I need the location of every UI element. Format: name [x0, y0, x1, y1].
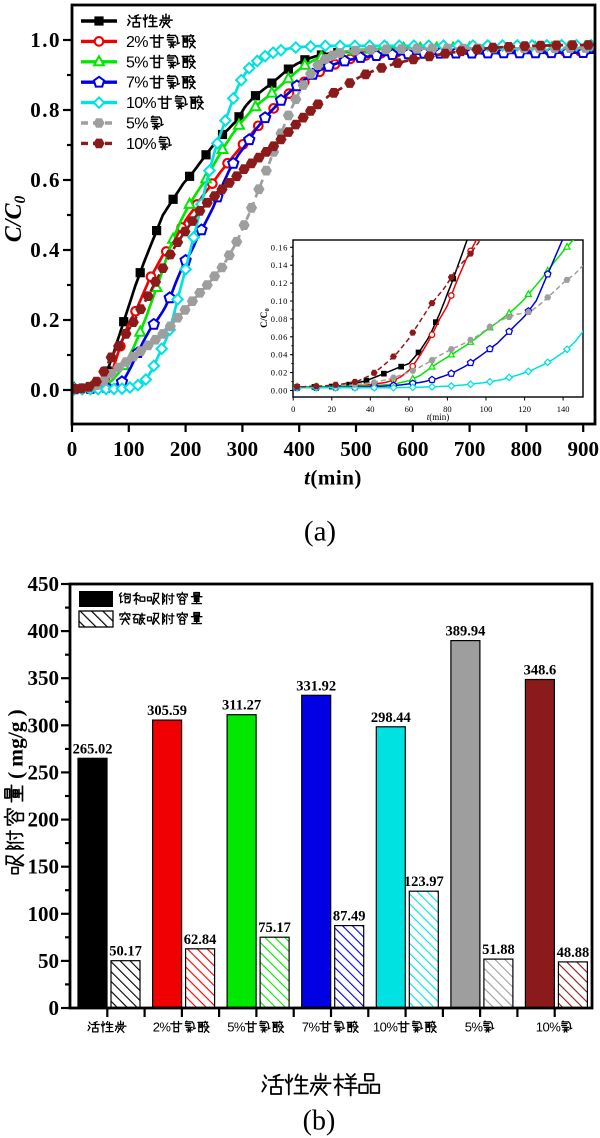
svg-text:0: 0: [49, 996, 60, 1020]
svg-text:0: 0: [67, 437, 78, 461]
svg-text:0.12: 0.12: [271, 278, 288, 288]
svg-text:300: 300: [28, 713, 60, 737]
svg-text:40: 40: [366, 404, 375, 414]
svg-text:500: 500: [340, 437, 372, 461]
svg-text:80: 80: [443, 404, 452, 414]
svg-text:t(min): t(min): [427, 412, 450, 422]
svg-text:C/C0: C/C0: [260, 308, 271, 328]
svg-text:62.84: 62.84: [184, 932, 217, 948]
svg-text:0.10: 0.10: [271, 296, 288, 306]
svg-text:0.04: 0.04: [271, 350, 288, 360]
svg-text:0.14: 0.14: [271, 260, 288, 270]
svg-text:51.88: 51.88: [482, 942, 515, 958]
svg-text:700: 700: [454, 437, 486, 461]
svg-text:0.0: 0.0: [30, 378, 61, 402]
svg-text:0.08: 0.08: [271, 314, 288, 324]
svg-text:900: 900: [567, 437, 599, 461]
svg-text:0.02: 0.02: [271, 368, 288, 378]
svg-text:265.02: 265.02: [73, 741, 113, 757]
svg-text:75.17: 75.17: [258, 920, 291, 936]
svg-text:250: 250: [28, 760, 60, 784]
svg-text:5%: 5%: [126, 116, 148, 133]
svg-text:48.88: 48.88: [557, 945, 590, 961]
svg-text:1.0: 1.0: [30, 28, 61, 52]
svg-text:20: 20: [328, 404, 337, 414]
svg-text:2%: 2%: [153, 1020, 172, 1035]
svg-text:(b): (b): [303, 1106, 336, 1137]
svg-text:305.59: 305.59: [147, 703, 187, 719]
svg-text:200: 200: [28, 808, 60, 832]
svg-text:50.17: 50.17: [109, 944, 142, 960]
svg-text:800: 800: [511, 437, 543, 461]
svg-text:348.6: 348.6: [524, 663, 557, 679]
svg-text:311.27: 311.27: [222, 698, 261, 714]
svg-text:150: 150: [28, 855, 60, 879]
svg-text:0.2: 0.2: [30, 308, 61, 332]
svg-text:100: 100: [113, 437, 145, 461]
svg-text:50: 50: [38, 949, 59, 973]
svg-text:0.8: 0.8: [30, 98, 61, 122]
svg-text:t(min): t(min): [304, 466, 362, 490]
svg-text:(a): (a): [304, 516, 336, 548]
svg-text:350: 350: [28, 666, 60, 690]
svg-text:7%: 7%: [302, 1020, 321, 1035]
svg-text:400: 400: [283, 437, 315, 461]
svg-text:5%: 5%: [126, 54, 148, 71]
svg-text:10%: 10%: [536, 1020, 561, 1035]
svg-text:600: 600: [397, 437, 429, 461]
svg-text:100: 100: [480, 404, 493, 414]
svg-text:389.94: 389.94: [445, 624, 485, 640]
svg-text:120: 120: [518, 404, 531, 414]
svg-text:10%: 10%: [126, 95, 156, 112]
svg-text:400: 400: [28, 619, 60, 643]
svg-text:10%: 10%: [373, 1020, 398, 1035]
svg-text:10%: 10%: [126, 136, 156, 153]
svg-text:0.00: 0.00: [271, 386, 288, 396]
svg-text:2%: 2%: [126, 34, 148, 51]
svg-text:450: 450: [28, 572, 60, 596]
svg-text:0.4: 0.4: [30, 238, 61, 262]
svg-text:298.44: 298.44: [371, 710, 411, 726]
svg-text:0: 0: [291, 404, 295, 414]
svg-text:100: 100: [28, 902, 60, 926]
svg-text:60: 60: [405, 404, 414, 414]
svg-text:0.6: 0.6: [30, 168, 61, 192]
svg-text:123.97: 123.97: [404, 874, 444, 890]
svg-text:87.49: 87.49: [333, 909, 366, 925]
svg-text:5%: 5%: [465, 1020, 484, 1035]
svg-text:5%: 5%: [227, 1020, 246, 1035]
svg-text:0.16: 0.16: [271, 242, 288, 252]
svg-text:140: 140: [557, 404, 570, 414]
svg-text:200: 200: [170, 437, 202, 461]
svg-text:300: 300: [227, 437, 259, 461]
svg-text:331.92: 331.92: [296, 678, 336, 694]
svg-text:7%: 7%: [126, 75, 148, 92]
svg-text:0.06: 0.06: [271, 332, 288, 342]
